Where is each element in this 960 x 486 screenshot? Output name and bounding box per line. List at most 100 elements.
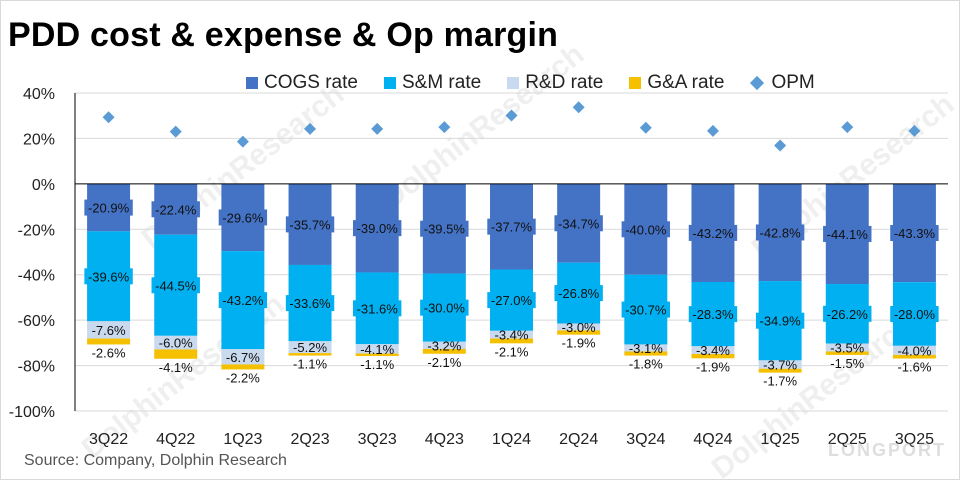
data-label-bg [554,285,603,302]
opm-marker [572,101,585,114]
opm-marker [304,122,317,135]
data-label-rd: -3.4% [696,343,730,358]
y-tick-label: -80% [18,359,55,376]
data-label-cogs: -40.0% [625,222,667,237]
data-label-ga: -1.1% [293,357,327,372]
data-label-sm: -30.7% [625,303,667,318]
x-tick-label: 4Q22 [156,431,195,448]
data-label-cogs: -39.5% [424,222,466,237]
bar-ga [87,338,131,345]
legend-swatch-cogs [246,77,258,89]
y-tick-label: 0% [32,177,55,194]
data-label-rd: -4.1% [360,342,394,357]
x-tick-label: 4Q24 [693,431,732,448]
data-label-sm: -28.0% [894,307,936,322]
opm-marker [706,124,719,137]
x-tick-label: 1Q24 [492,431,531,448]
data-label-cogs: -20.9% [88,201,130,216]
source-note: Source: Company, Dolphin Research [24,452,287,469]
data-label-rd: -5.2% [293,340,327,355]
legend-label-cogs: COGS rate [264,72,358,93]
legend-label-sm: S&M rate [401,72,482,93]
data-label-bg [487,292,536,309]
data-label-bg [890,225,939,242]
data-label-cogs: -43.3% [894,226,936,241]
opm-marker [371,122,384,135]
data-label-sm: -26.2% [827,307,869,322]
legend-item-opm: OPM [750,72,815,94]
bar-ga [490,338,533,344]
data-label-rd: -4.0% [897,343,931,358]
data-label-sm: -31.6% [357,301,399,316]
opm-marker [908,124,921,137]
data-label-bg [755,312,805,329]
chart-title: PDD cost & expense & Op margin [8,16,559,54]
bar-ga [758,368,802,373]
y-tick-label: -60% [18,313,55,330]
data-label-ga: -1.5% [830,356,864,371]
data-label-bg [218,209,268,226]
x-tick-label: 1Q23 [223,431,262,448]
bar-rd [758,360,802,369]
data-label-rd: -3.0% [562,320,596,335]
y-tick-label: -100% [9,404,55,421]
opm-marker [438,121,451,134]
data-label-bg [151,277,200,294]
data-label-bg [755,224,805,241]
data-label-bg [420,299,469,316]
data-label-cogs: -44.1% [827,227,869,242]
data-label-ga: -2.1% [495,344,529,359]
data-label-bg [352,300,402,317]
data-label-ga: -2.2% [226,370,260,385]
data-label-ga: -2.1% [427,355,461,370]
data-label-bg [420,220,469,237]
data-label-cogs: -22.4% [155,202,197,217]
bar-ga [892,354,936,359]
bar-ga [557,330,601,335]
legend-label-ga: G&A rate [647,72,725,93]
opm-marker [169,125,182,138]
bar-rd [624,344,668,352]
data-label-sm: -43.2% [222,293,264,308]
data-label-sm: -34.9% [760,314,802,329]
data-label-bg [84,199,133,216]
data-label-bg [688,306,738,323]
bar-rd [490,330,533,339]
x-tick-label: 3Q23 [358,431,397,448]
data-label-bg [823,305,872,322]
bar-rd [87,321,131,339]
data-label-cogs: -43.2% [692,226,734,241]
x-tick-label: 4Q23 [425,431,464,448]
y-tick-label: -40% [18,268,55,285]
x-tick-label: 1Q25 [761,431,800,448]
data-label-sm: -26.8% [558,286,600,301]
bar-ga [355,353,399,357]
x-tick-label: 2Q25 [828,431,867,448]
data-label-bg [285,216,335,233]
data-label-ga: -1.8% [629,357,663,372]
data-label-ga: -2.6% [92,345,126,360]
opm-marker [841,121,854,134]
data-label-sm: -33.6% [289,296,331,311]
data-label-sm: -44.5% [155,278,197,293]
data-label-bg [151,201,200,218]
data-label-bg [285,295,335,312]
data-label-rd: -3.5% [830,341,864,356]
legend-swatch-rd [507,77,520,89]
opm-marker [774,139,787,152]
data-label-ga: -4.1% [159,360,193,375]
data-label-sm: -28.3% [692,307,734,322]
data-label-sm: -39.6% [88,269,130,284]
data-label-cogs: -35.7% [289,217,331,232]
legend: COGS rate S&M rate R&D rate G&A rate OPM [246,70,841,96]
x-tick-label: 3Q25 [895,431,934,448]
data-label-bg [621,221,671,238]
bar-rd [221,349,265,365]
data-label-bg [554,215,603,232]
bar-ga [624,351,668,356]
bar-rd [825,343,869,352]
data-label-ga: -1.1% [360,357,394,372]
legend-label-rd: R&D rate [525,72,604,93]
data-label-sm: -30.0% [424,301,466,316]
data-label-bg [890,306,939,323]
